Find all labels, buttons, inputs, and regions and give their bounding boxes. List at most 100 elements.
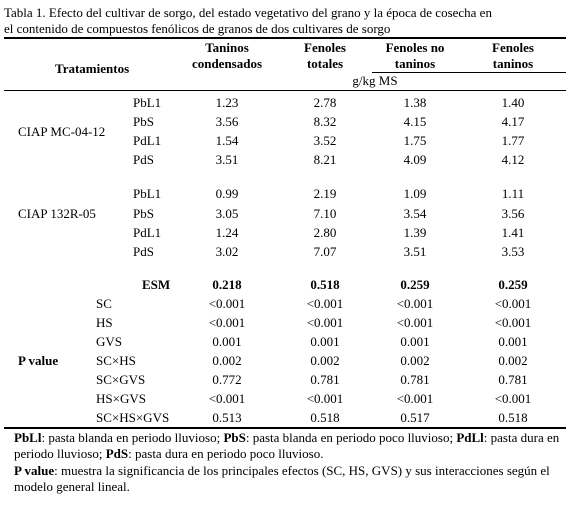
table-cell: 0.001 [498,334,528,349]
table-cell: <0.001 [396,315,434,330]
table-cell: 1.41 [501,225,525,240]
header-col4-line1: Fenoles [492,40,534,55]
footnote-text: : pasta dura en periodo lluvioso; [14,430,560,461]
table-cell: <0.001 [208,391,246,406]
table-cell: 1.75 [403,133,427,148]
esm-value: 0.218 [212,277,242,292]
pvalue-row-label: SC×HS×GVS [96,410,170,425]
row-label: PdL1 [133,133,162,148]
table-cell: 2.19 [313,186,337,201]
table-cell: <0.001 [306,315,344,330]
table-cell: 0.002 [212,353,242,368]
table-cell: 0.99 [215,186,239,201]
header-subrule [372,72,566,73]
header-units: g/kg MS [352,73,398,88]
footnote-term: PbS [223,430,246,445]
table-cell: 0.002 [310,353,340,368]
table-cell: 1.23 [215,95,239,110]
pvalue-row-label: SC×GVS [96,372,146,387]
table-cell: 1.39 [403,225,427,240]
esm-value: 0.259 [400,277,430,292]
table-cell: 0.001 [310,334,340,349]
table-cell: 3.56 [215,114,239,129]
header-col1-line2: condensados [191,56,263,71]
row-label: PbS [133,206,154,221]
table-cell: 1.54 [215,133,239,148]
table-cell: 0.517 [400,410,430,425]
footnote-text: : pasta dura en periodo poco lluvioso. [128,446,324,461]
footnote-pvalue: P value: muestra la significancia de los… [14,463,562,495]
footnote-term: PdS [105,446,129,461]
header-col2-line2: totales [306,56,344,71]
table-cell: <0.001 [208,296,246,311]
row-label: PbL1 [133,95,162,110]
table-cell: 0.001 [400,334,430,349]
pvalue-row-label: HS [96,315,113,330]
table-cell: 4.17 [501,114,525,129]
group-name-1: CIAP MC-04-12 [18,124,106,139]
table-cell: 0.513 [212,410,242,425]
group-name-2: CIAP 132R-05 [18,206,96,221]
row-label: PdL1 [133,225,162,240]
table-caption-line2: el contenido de compuestos fenólicos de … [4,21,391,36]
table-cell: 0.772 [212,372,242,387]
header-tratamientos: Tratamientos [55,61,130,76]
table-cell: 4.12 [501,152,525,167]
footnote-text: : muestra la significancia de los princi… [14,463,550,494]
table-cell: <0.001 [396,391,434,406]
table-cell: 4.09 [403,152,427,167]
top-rule [4,37,566,39]
table-cell: 3.51 [215,152,239,167]
table-cell: 0.001 [212,334,242,349]
footnote-term: P value [14,463,55,478]
table-cell: 3.05 [215,206,239,221]
row-label: PdS [133,244,154,259]
table-cell: 3.02 [215,244,239,259]
footnote-term: PbLl [14,430,42,445]
table-cell: <0.001 [396,296,434,311]
table-cell: 3.51 [403,244,427,259]
table-cell: 1.11 [501,186,525,201]
pvalue-row-label: SC×HS [96,353,136,368]
table-cell: <0.001 [494,296,532,311]
table-caption-line1: Tabla 1. Efecto del cultivar de sorgo, d… [4,5,492,20]
table-cell: 2.80 [313,225,337,240]
esm-label: ESM [142,277,171,292]
bottom-rule [4,427,566,429]
table-cell: 3.54 [403,206,427,221]
table-cell: 0.002 [400,353,430,368]
table-cell: 1.40 [501,95,525,110]
row-label: PbL1 [133,186,162,201]
table-cell: <0.001 [208,315,246,330]
table-cell: 1.24 [215,225,239,240]
table-cell: 0.781 [400,372,430,387]
table-cell: 0.002 [498,353,528,368]
table-cell: <0.001 [306,296,344,311]
table-cell: 7.10 [313,206,337,221]
header-col3-line1: Fenoles no [385,40,445,55]
footnote-abbreviations: PbLl: pasta blanda en periodo lluvioso; … [14,430,562,462]
table-cell: 0.781 [498,372,528,387]
table-cell: 0.518 [498,410,528,425]
esm-value: 0.259 [498,277,528,292]
table-cell: 4.15 [403,114,427,129]
header-bottom-rule [4,90,566,91]
esm-value: 0.518 [310,277,340,292]
table-cell: 2.78 [313,95,337,110]
table-cell: <0.001 [494,391,532,406]
header-col3-line2: taninos [394,56,436,71]
pvalue-row-label: SC [96,296,112,311]
footnote-text: : pasta blanda en periodo lluvioso; [41,430,224,445]
pvalue-row-label: GVS [96,334,123,349]
table-cell: 1.38 [403,95,427,110]
table-cell: <0.001 [306,391,344,406]
table-cell: 3.52 [313,133,337,148]
table-cell: 0.781 [310,372,340,387]
table-cell: 1.77 [501,133,525,148]
table-cell: <0.001 [494,315,532,330]
header-col1-line1: Taninos [205,40,249,55]
header-col4-line2: taninos [492,56,534,71]
table-cell: 0.518 [310,410,340,425]
header-col2-line1: Fenoles [304,40,346,55]
footnote-text: : pasta blanda en periodo poco lluvioso; [245,430,457,445]
